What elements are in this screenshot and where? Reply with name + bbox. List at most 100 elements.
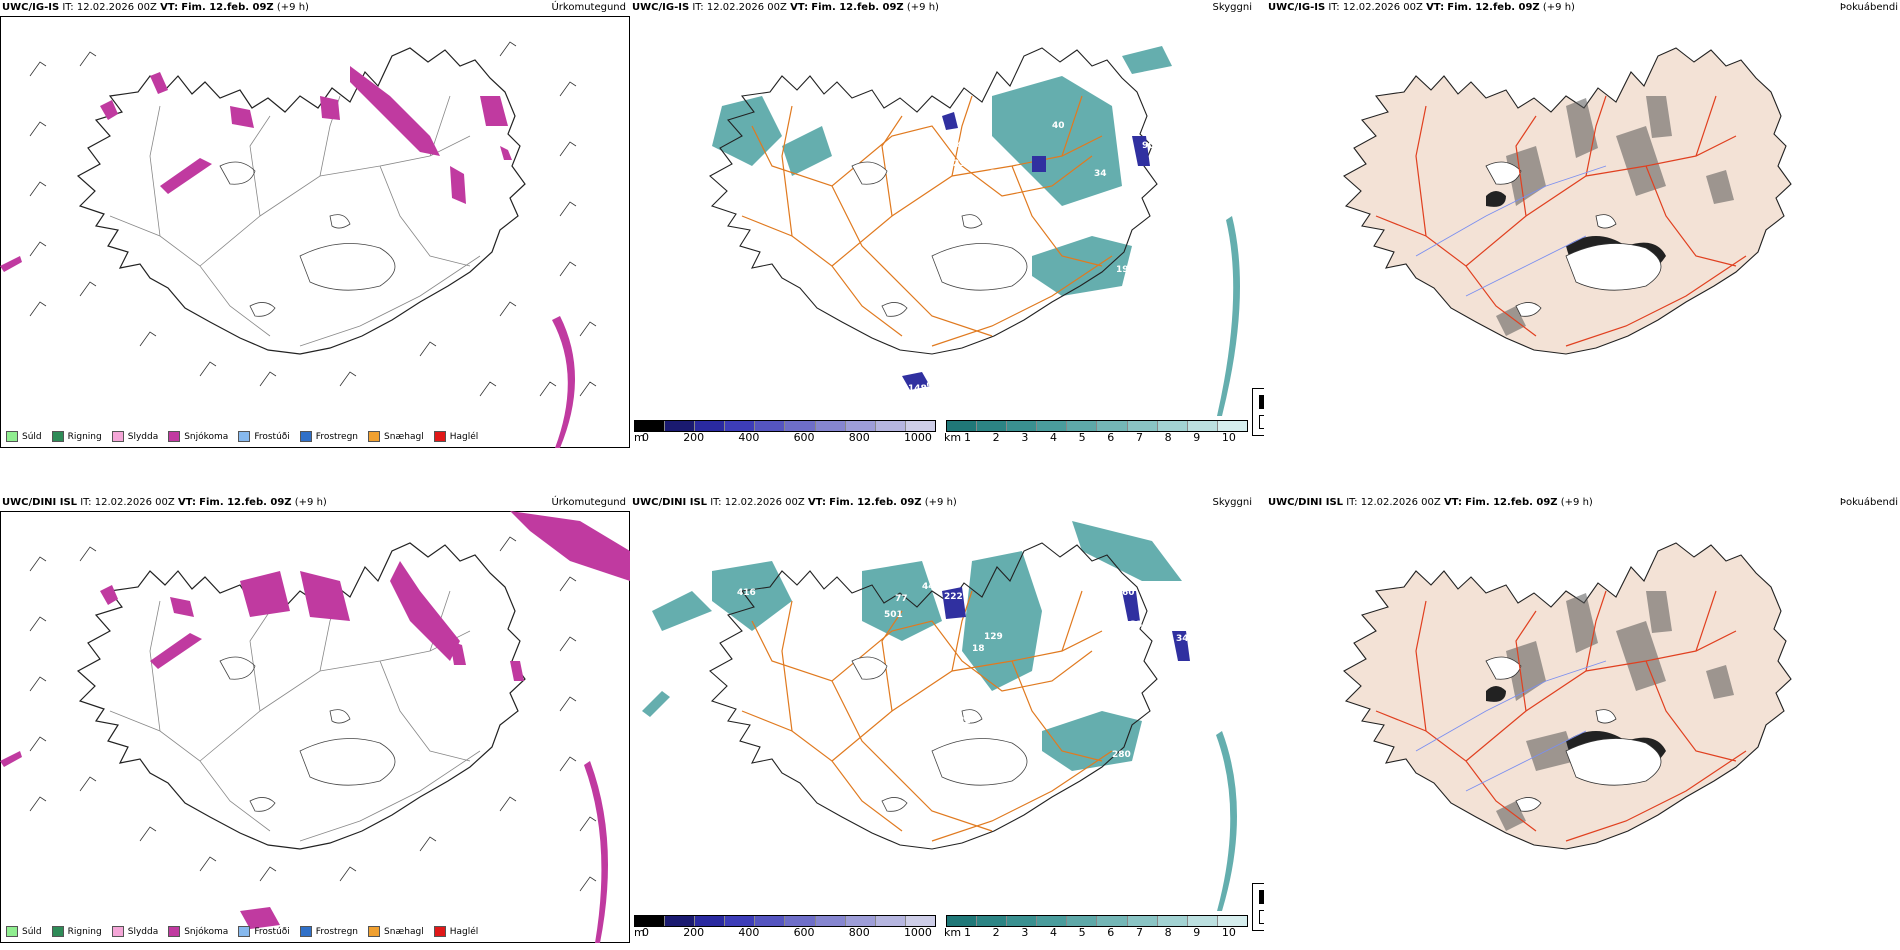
legend-item-rain: Rigning <box>51 431 102 442</box>
ceiling-label: 322 <box>952 716 971 726</box>
legend-item-freezing-rain: Frostregn <box>299 926 358 937</box>
legend-item-rain: Rigning <box>51 926 102 937</box>
ceiling-label: 60 <box>1122 588 1135 598</box>
lead-time: (+9 h) <box>294 497 327 508</box>
ceiling-label: 129 <box>984 632 1003 642</box>
panel-title: Úrkomutegund <box>551 2 626 13</box>
ceiling-label: 295 <box>990 169 1009 179</box>
panel-fog-row1: UWC/IG-IS IT: 12.02.2026 00Z VT: Fim. 12… <box>1266 0 1900 450</box>
fog-swatch-0 <box>1259 890 1264 904</box>
fog-swatch-0 <box>1259 395 1264 409</box>
panel-title: Úrkomutegund <box>551 497 626 508</box>
legend-item-sleet: Slydda <box>111 431 158 442</box>
it-label: IT: <box>62 2 74 13</box>
precip-legend: Súld Rigning Slydda Snjókoma Frostúði Fr… <box>6 926 478 937</box>
panel-header: UWC/DINI ISL IT: 12.02.2026 00Z VT: Fim.… <box>1268 497 1593 508</box>
precip-map <box>0 41 597 448</box>
visibility-map: 416 77 501 447 39 222 129 18 77 36 60 33… <box>642 521 1237 911</box>
legend-item-snow-pellets: Snæhagl <box>368 431 424 442</box>
vt-value: Fim. 12.feb. 09Z <box>181 2 274 13</box>
visibility-colorbar <box>946 420 1248 432</box>
legend-item-freezing-drizzle: Frostúði <box>238 926 290 937</box>
fog-legend: 0 60 <box>1252 883 1264 931</box>
fog-swatch-60 <box>1259 415 1264 429</box>
vt-label: VT: <box>177 497 196 508</box>
ceiling-label: 447 <box>922 582 941 592</box>
model-name: UWC/IG-IS <box>2 2 60 13</box>
snow-areas <box>0 66 575 448</box>
ceiling-colorbar <box>634 420 936 432</box>
legend-item-drizzle: Súld <box>6 926 42 937</box>
ceiling-label: 59 <box>926 382 939 392</box>
visibility-unit: km <box>944 431 962 444</box>
legend-item-hail: Haglél <box>433 431 478 442</box>
wind-barbs <box>29 41 597 397</box>
ceiling-labels: 416 77 501 447 39 222 129 18 77 36 60 33… <box>737 572 1189 760</box>
panel-header: UWC/IG-IS IT: 12.02.2026 00Z VT: Fim. 12… <box>632 2 939 13</box>
ceiling-label: 77 <box>895 594 908 604</box>
panel-fog-row2: UWC/DINI ISL IT: 12.02.2026 00Z VT: Fim.… <box>1266 495 1900 945</box>
ceiling-label: 36 <box>1048 628 1061 638</box>
visibility-ticks: 1 2 3 4 5 6 7 8 9 10 <box>964 926 1236 939</box>
legend-item-sleet: Slydda <box>111 926 158 937</box>
ceiling-label: 198 <box>1116 265 1135 275</box>
ceiling-label: 23 <box>1176 169 1189 179</box>
visibility-ticks: 1 2 3 4 5 6 7 8 9 10 <box>964 431 1236 444</box>
lead-time: (+9 h) <box>276 2 309 13</box>
panel-precip-type-row2: UWC/DINI ISL IT: 12.02.2026 00Z VT: Fim.… <box>0 495 632 945</box>
ceiling-labels: 30 248 296 295 40 90 34 23 98 198 148 59 <box>899 121 1189 394</box>
it-value: 12.02.2026 00Z <box>76 2 157 13</box>
low-visibility-areas <box>712 46 1240 416</box>
ceiling-label: 39 <box>950 572 963 582</box>
ceiling-label: 280 <box>1112 750 1131 760</box>
ceiling-label: 148 <box>908 384 927 394</box>
ceiling-label: 248 <box>950 141 969 151</box>
ceiling-label: 501 <box>884 610 903 620</box>
ceiling-unit: m <box>634 431 645 444</box>
panel-header: UWC/DINI ISL IT: 12.02.2026 00Z VT: Fim.… <box>632 497 957 508</box>
panel-title: Skyggni <box>1212 497 1252 508</box>
ceiling-ticks: 0 200 400 600 800 1000 <box>642 431 932 444</box>
visibility-unit: km <box>944 926 962 939</box>
panel-precip-type-row1: UWC/IG-IS IT: 12.02.2026 00Z VT: Fim. 12… <box>0 0 632 450</box>
ceiling-ticks: 0 200 400 600 800 1000 <box>642 926 932 939</box>
ceiling-label: 34 <box>1094 169 1107 179</box>
ceiling-label: 296 <box>953 159 972 169</box>
ceiling-patches <box>942 587 1190 661</box>
visibility-colorbar <box>946 915 1248 927</box>
ceiling-label: 98 <box>1172 189 1185 199</box>
legend-item-drizzle: Súld <box>6 431 42 442</box>
legend-item-freezing-drizzle: Frostúði <box>238 431 290 442</box>
low-visibility-areas <box>642 521 1237 911</box>
panel-title: Þokuábendi <box>1839 497 1898 508</box>
ceiling-label: 30 <box>899 146 912 156</box>
panel-visibility-row1: Skyggni UWC/IG-IS IT: 12.02.2026 00Z VT:… <box>632 0 1264 450</box>
fog-legend: 0 60 <box>1252 388 1264 436</box>
ceiling-label: 77 <box>1040 594 1053 604</box>
panel-visibility-row2: Skyggni UWC/DINI ISL IT: 12.02.2026 00Z … <box>632 495 1264 945</box>
ceiling-label: 222 <box>944 592 963 602</box>
ceiling-label: 18 <box>972 644 985 654</box>
legend-item-snow: Snjókoma <box>168 926 228 937</box>
legend-item-snow: Snjókoma <box>168 431 228 442</box>
it-label: IT: <box>80 497 92 508</box>
fog-swatch-60 <box>1259 910 1264 924</box>
visibility-map: 30 248 296 295 40 90 34 23 98 198 148 59 <box>709 46 1240 416</box>
ceiling-colorbar <box>634 915 936 927</box>
it-value: 12.02.2026 00Z <box>94 497 175 508</box>
fog-map <box>1343 47 1792 355</box>
ceiling-label: 416 <box>737 588 756 598</box>
panel-title: Skyggni <box>1212 2 1252 13</box>
vt-value: Fim. 12.feb. 09Z <box>199 497 292 508</box>
ceiling-label: 33 <box>1130 620 1143 630</box>
panel-header: UWC/IG-IS IT: 12.02.2026 00Z VT: Fim. 12… <box>1268 2 1575 13</box>
panel-title: Þokuábendi <box>1839 2 1898 13</box>
snow-areas <box>0 511 630 943</box>
ceiling-label: 90 <box>1142 141 1155 151</box>
panel-header: UWC/IG-IS IT: 12.02.2026 00Z VT: Fim. 12… <box>2 2 309 13</box>
vt-label: VT: <box>160 2 179 13</box>
legend-item-snow-pellets: Snæhagl <box>368 926 424 937</box>
precip-map <box>0 511 630 943</box>
model-name: UWC/DINI ISL <box>2 497 78 508</box>
ceiling-label: 40 <box>1052 121 1065 131</box>
